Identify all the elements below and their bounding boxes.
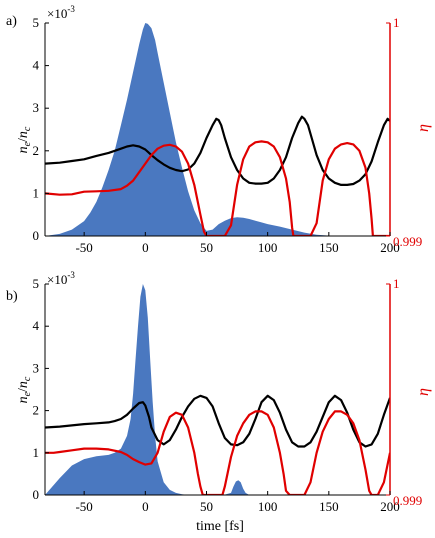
panel-b-ytick-label: 3 <box>33 360 40 375</box>
panel-b-ytick-label: 5 <box>33 276 40 291</box>
panel-a-rtick-label: 1 <box>393 15 400 30</box>
panel-b-xtick-label: 150 <box>319 499 339 514</box>
panel-a-black-curve <box>45 115 390 186</box>
panel-b-xtick-label: 50 <box>200 499 213 514</box>
panel-a-ylabel: ne/nc <box>16 126 33 153</box>
panel-a-xtick-label: 50 <box>200 240 213 255</box>
panel-a-xtick-label: 0 <box>142 240 149 255</box>
panel-a-xtick-label: 100 <box>258 240 278 255</box>
panel-a-xtick-label: -50 <box>75 240 92 255</box>
panel-a-ytick-label: 0 <box>33 228 40 243</box>
panel-b-black-curve <box>45 394 390 448</box>
panel-b-multiplier: ×10-3 <box>47 270 75 287</box>
panel-a-xtick-label: 150 <box>319 240 339 255</box>
panel-a-plot-area <box>45 23 390 236</box>
panel-a-ytick-label: 5 <box>33 15 40 30</box>
panel-a-ytick-label: 2 <box>33 143 40 158</box>
panel-b-ytick-label: 1 <box>33 445 40 460</box>
panel-a-ytick-label: 4 <box>33 58 40 73</box>
panel-a-rtick-label: 0.999 <box>393 234 422 249</box>
panel-b-xtick-label: 0 <box>142 499 149 514</box>
panel-b-xtick-label: 200 <box>380 499 400 514</box>
panel-a-xtick-label: 200 <box>380 240 400 255</box>
panel-b-eta-label: η <box>415 388 432 396</box>
x-axis-label: time [fs] <box>196 519 244 534</box>
panel-a-multiplier: ×10-3 <box>47 4 75 21</box>
panel-b-label: b) <box>6 289 18 304</box>
panel-b-rtick-label: 1 <box>393 276 400 291</box>
panel-b-red-curve <box>45 410 390 495</box>
panel-b-ytick-label: 4 <box>33 318 40 333</box>
panel-b-rtick-label: 0.999 <box>393 493 422 508</box>
panel-b-density-area <box>45 284 390 495</box>
panel-a-red-curve <box>45 140 390 236</box>
panel-b-ytick-label: 0 <box>33 487 40 502</box>
panel-a-density-area <box>45 23 390 236</box>
panel-b-xtick-label: -50 <box>75 499 92 514</box>
panel-a-label: a) <box>6 14 17 29</box>
panel-a-ytick-label: 1 <box>33 185 40 200</box>
panel-a: a) ×10-3 ne/nc η 0 1 2 3 4 5 -50 0 50 100 150 2000.… <box>6 4 432 255</box>
panel-b-ytick-label: 2 <box>33 403 40 418</box>
panel-b: b) ×10-3 ne/nc η time [fs] 0 1 2 3 4 5 -50 0 50 1… <box>6 270 432 534</box>
panel-b-ylabel: ne/nc <box>16 376 33 403</box>
panel-b-xtick-label: 100 <box>258 499 278 514</box>
panel-a-ytick-label: 3 <box>33 100 40 115</box>
panel-a-eta-label: η <box>415 124 432 132</box>
panel-b-plot-area <box>45 284 390 495</box>
